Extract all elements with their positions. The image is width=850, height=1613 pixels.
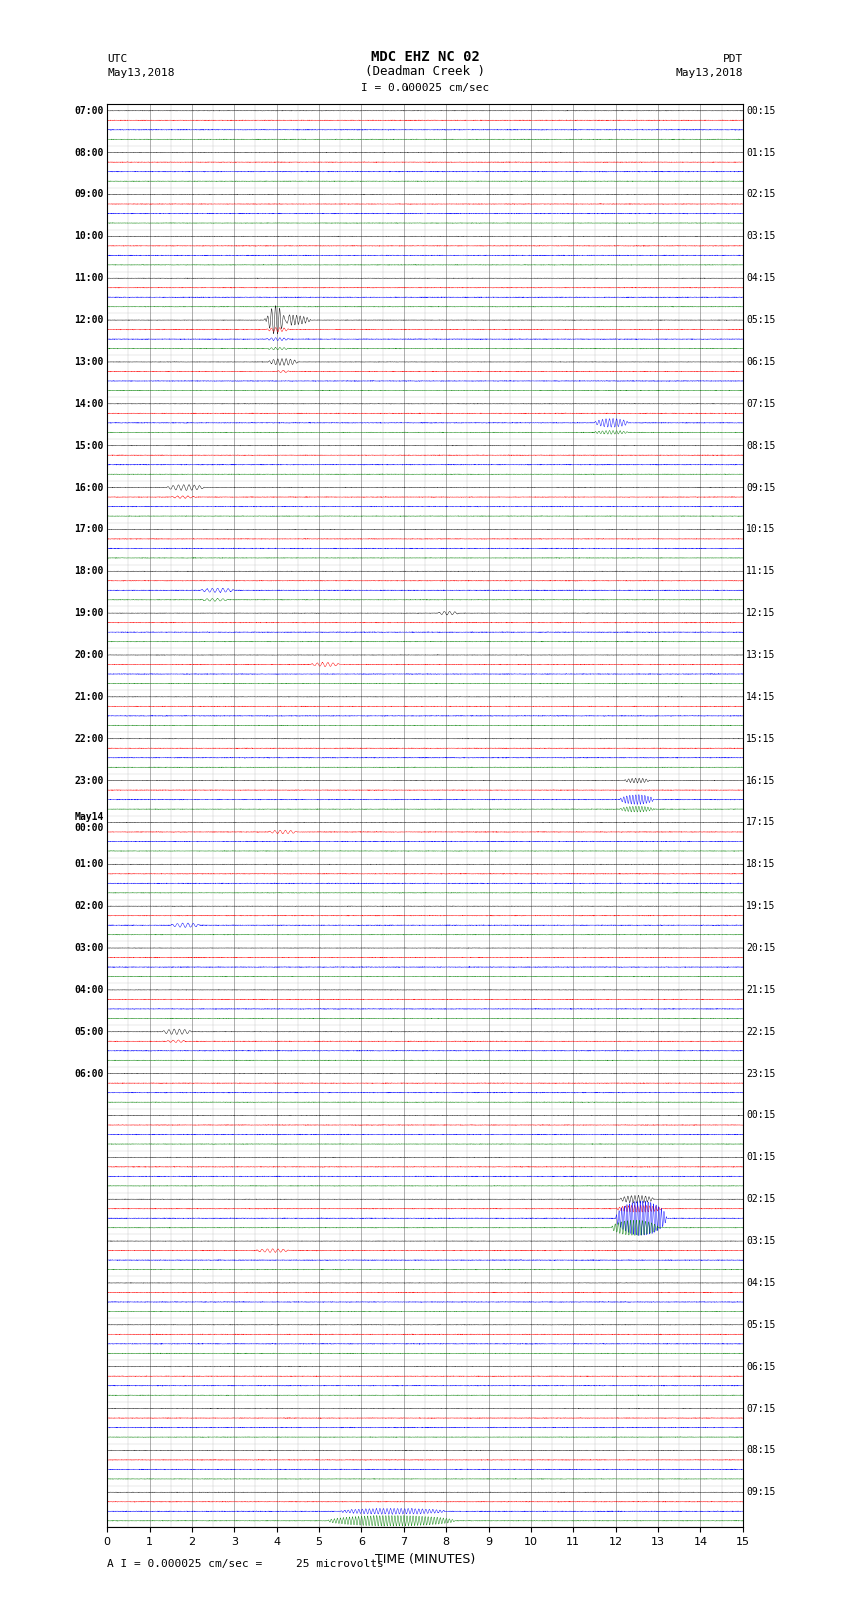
Text: 08:15: 08:15	[746, 440, 775, 450]
Text: 13:15: 13:15	[746, 650, 775, 660]
Text: 00:15: 00:15	[746, 1110, 775, 1121]
Text: UTC: UTC	[107, 55, 127, 65]
Text: 20:00: 20:00	[75, 650, 104, 660]
Text: 12:00: 12:00	[75, 315, 104, 326]
Text: 15:00: 15:00	[75, 440, 104, 450]
Text: 05:00: 05:00	[75, 1027, 104, 1037]
Text: 05:15: 05:15	[746, 315, 775, 326]
Text: 16:00: 16:00	[75, 482, 104, 492]
Text: 09:00: 09:00	[75, 189, 104, 200]
Text: 04:15: 04:15	[746, 1277, 775, 1287]
Text: 14:15: 14:15	[746, 692, 775, 702]
Text: 11:00: 11:00	[75, 273, 104, 284]
X-axis label: TIME (MINUTES): TIME (MINUTES)	[375, 1553, 475, 1566]
Text: (Deadman Creek ): (Deadman Creek )	[365, 66, 485, 79]
Text: May13,2018: May13,2018	[107, 68, 174, 79]
Text: 13:00: 13:00	[75, 356, 104, 366]
Text: 04:00: 04:00	[75, 986, 104, 995]
Text: 07:00: 07:00	[75, 106, 104, 116]
Text: 18:00: 18:00	[75, 566, 104, 576]
Text: 15:15: 15:15	[746, 734, 775, 744]
Text: 06:15: 06:15	[746, 356, 775, 366]
Text: 05:15: 05:15	[746, 1319, 775, 1329]
Text: 21:00: 21:00	[75, 692, 104, 702]
Text: A I = 0.000025 cm/sec =     25 microvolts: A I = 0.000025 cm/sec = 25 microvolts	[107, 1558, 384, 1569]
Text: 18:15: 18:15	[746, 860, 775, 869]
Text: 22:15: 22:15	[746, 1027, 775, 1037]
Text: 01:15: 01:15	[746, 148, 775, 158]
Text: 12:15: 12:15	[746, 608, 775, 618]
Text: 07:15: 07:15	[746, 1403, 775, 1413]
Text: 07:15: 07:15	[746, 398, 775, 408]
Text: 22:00: 22:00	[75, 734, 104, 744]
Text: MDC EHZ NC 02: MDC EHZ NC 02	[371, 50, 479, 65]
Text: May13,2018: May13,2018	[676, 68, 743, 79]
Text: 09:15: 09:15	[746, 1487, 775, 1497]
Text: 20:15: 20:15	[746, 944, 775, 953]
Text: 00:00: 00:00	[75, 823, 104, 834]
Text: 08:15: 08:15	[746, 1445, 775, 1455]
Text: 19:15: 19:15	[746, 902, 775, 911]
Text: 14:00: 14:00	[75, 398, 104, 408]
Text: 21:15: 21:15	[746, 986, 775, 995]
Text: 10:00: 10:00	[75, 231, 104, 242]
Text: 17:00: 17:00	[75, 524, 104, 534]
Text: 03:00: 03:00	[75, 944, 104, 953]
Text: 23:15: 23:15	[746, 1069, 775, 1079]
Text: 00:15: 00:15	[746, 106, 775, 116]
Text: 19:00: 19:00	[75, 608, 104, 618]
Text: 09:15: 09:15	[746, 482, 775, 492]
Text: 11:15: 11:15	[746, 566, 775, 576]
Text: 23:00: 23:00	[75, 776, 104, 786]
Text: 06:00: 06:00	[75, 1069, 104, 1079]
Text: 02:00: 02:00	[75, 902, 104, 911]
Text: 06:15: 06:15	[746, 1361, 775, 1371]
Text: 02:15: 02:15	[746, 1194, 775, 1205]
Text: May14: May14	[75, 811, 104, 821]
Text: 02:15: 02:15	[746, 189, 775, 200]
Text: 08:00: 08:00	[75, 148, 104, 158]
Text: 03:15: 03:15	[746, 1236, 775, 1247]
Text: 01:00: 01:00	[75, 860, 104, 869]
Text: PDT: PDT	[722, 55, 743, 65]
Text: 04:15: 04:15	[746, 273, 775, 284]
Text: 16:15: 16:15	[746, 776, 775, 786]
Text: I = 0.000025 cm/sec: I = 0.000025 cm/sec	[361, 82, 489, 92]
Text: 10:15: 10:15	[746, 524, 775, 534]
Text: 17:15: 17:15	[746, 818, 775, 827]
Text: 03:15: 03:15	[746, 231, 775, 242]
Text: 01:15: 01:15	[746, 1152, 775, 1163]
